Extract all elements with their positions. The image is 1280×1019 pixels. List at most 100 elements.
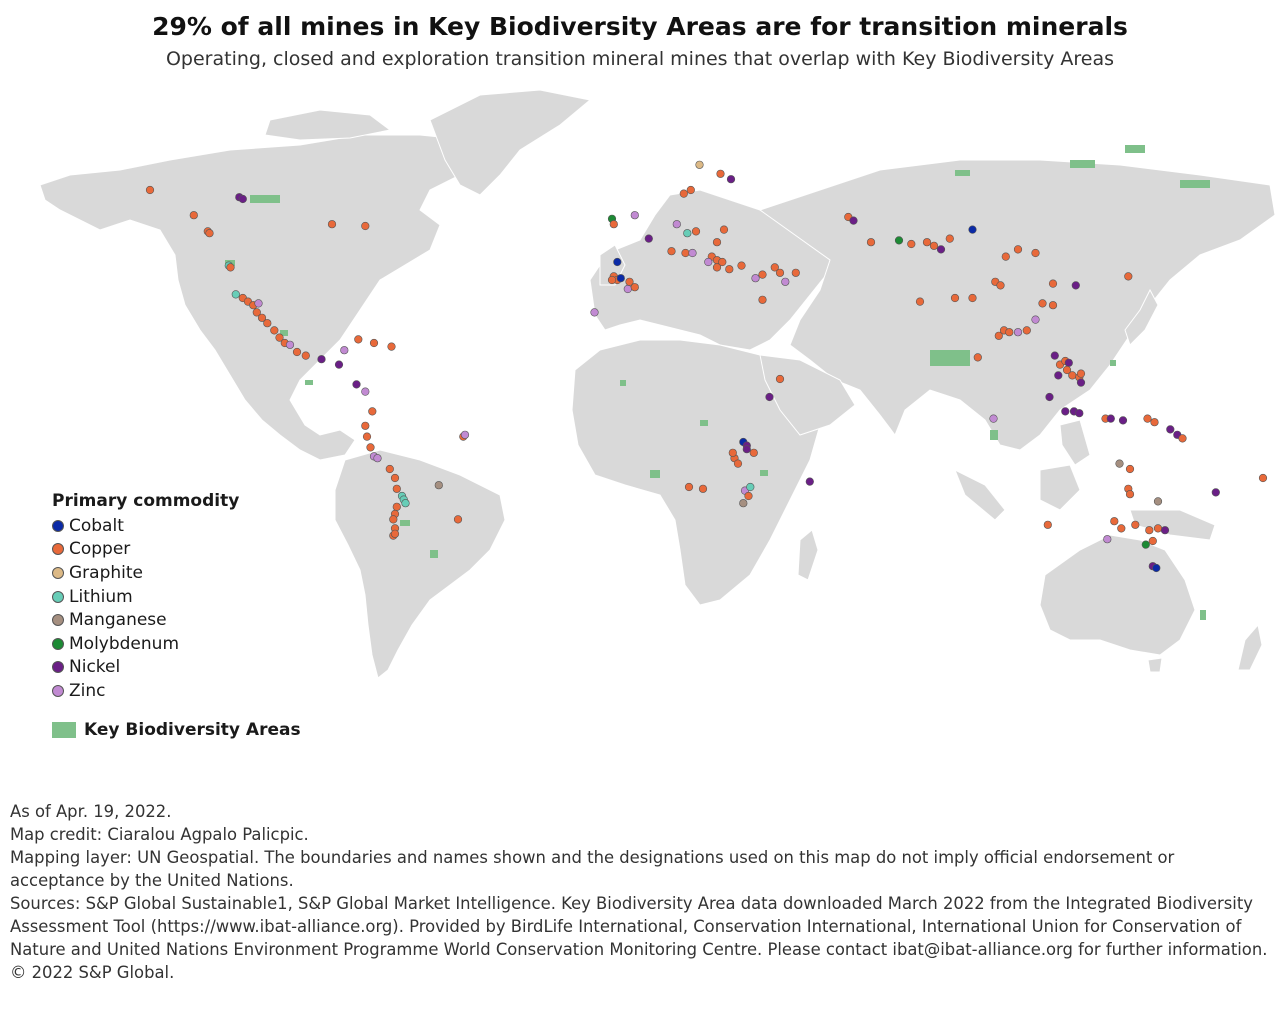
mine-marker-copper bbox=[945, 234, 954, 243]
mine-marker-copper bbox=[679, 189, 688, 198]
landmass-arabia bbox=[759, 354, 856, 436]
footnote-credit: Map credit: Ciaralou Agpalo Palicpic. bbox=[10, 825, 309, 844]
mine-marker-copper bbox=[950, 293, 960, 303]
mine-marker-copper bbox=[716, 169, 725, 178]
legend-label: Copper bbox=[69, 539, 131, 560]
mine-marker-copper bbox=[1125, 464, 1135, 474]
mine-marker-copper bbox=[630, 283, 639, 292]
mine-marker-copper bbox=[607, 275, 617, 285]
mine-marker-copper bbox=[385, 464, 394, 474]
legend-kba: Key Biodiversity Areas bbox=[52, 720, 301, 740]
mine-marker-zinc bbox=[373, 454, 382, 463]
mine-marker-copper bbox=[1258, 473, 1268, 483]
landmass-new-zealand bbox=[1237, 623, 1263, 671]
mine-marker-zinc bbox=[704, 257, 713, 267]
mine-marker-nickel bbox=[1118, 416, 1128, 425]
mine-marker-nickel bbox=[238, 194, 247, 204]
mine-marker-copper bbox=[625, 277, 634, 286]
mine-marker-copper bbox=[1005, 328, 1014, 337]
mine-marker-copper bbox=[1043, 520, 1052, 529]
mine-marker-copper bbox=[1076, 369, 1086, 378]
mine-marker-copper bbox=[728, 448, 737, 457]
mine-marker-nickel bbox=[1166, 425, 1175, 434]
mine-marker-zinc bbox=[630, 211, 639, 220]
legend-item-nickel: Nickel bbox=[52, 656, 301, 680]
legend-label: Lithium bbox=[69, 586, 133, 607]
page-subtitle: Operating, closed and exploration transi… bbox=[165, 48, 1115, 70]
footnote-date: As of Apr. 19, 2022. bbox=[10, 802, 172, 821]
mine-marker-copper bbox=[1068, 371, 1077, 380]
page-title: 29% of all mines in Key Biodiversity Are… bbox=[152, 12, 1128, 41]
mine-marker-lithium bbox=[231, 290, 240, 299]
footnote-mapping-layer: Mapping layer: UN Geospatial. The bounda… bbox=[10, 848, 1180, 890]
legend-dot-manganese bbox=[52, 614, 64, 627]
legend-items: Cobalt Copper Graphite Lithium Manganese Moly… bbox=[52, 514, 301, 703]
mine-marker-copper bbox=[929, 241, 939, 250]
mine-marker-nickel bbox=[1160, 526, 1170, 535]
mine-marker-nickel bbox=[1076, 378, 1086, 387]
mine-marker-copper bbox=[791, 268, 800, 277]
mine-marker-copper bbox=[392, 484, 401, 493]
mine-marker-copper bbox=[1038, 299, 1047, 308]
mine-marker-copper bbox=[719, 225, 729, 234]
mine-marker-copper bbox=[1131, 520, 1140, 529]
mine-marker-manganese bbox=[1115, 459, 1124, 468]
mine-marker-zinc bbox=[781, 277, 790, 286]
mine-marker-zinc bbox=[1103, 535, 1112, 544]
mine-marker-copper bbox=[390, 473, 400, 483]
mine-marker-copper bbox=[698, 484, 708, 493]
kba-swatch bbox=[52, 721, 76, 738]
mine-marker-copper bbox=[368, 407, 377, 416]
mine-marker-copper bbox=[189, 211, 198, 220]
mine-marker-copper bbox=[718, 257, 727, 267]
mine-marker-manganese bbox=[1153, 497, 1163, 506]
landmass-australia bbox=[1039, 534, 1196, 656]
legend-dot-molybdenum bbox=[52, 637, 64, 650]
footnotes: As of Apr. 19, 2022. Map credit: Ciaralo… bbox=[10, 800, 1270, 984]
mine-marker-copper bbox=[301, 351, 310, 360]
mine-marker-zinc bbox=[989, 414, 998, 423]
mine-marker-copper bbox=[1150, 418, 1159, 427]
landmass-africa bbox=[571, 339, 821, 606]
mine-marker-nickel bbox=[849, 216, 858, 225]
landmass-arctic-islands bbox=[264, 109, 392, 141]
mine-marker-zinc bbox=[361, 387, 370, 396]
mine-marker-copper bbox=[775, 268, 785, 277]
mine-marker-graphite bbox=[695, 160, 704, 169]
mine-marker-copper bbox=[362, 432, 372, 441]
mine-marker-copper bbox=[1048, 301, 1058, 310]
footnote-copyright: © 2022 S&P Global. bbox=[10, 963, 175, 982]
mine-marker-copper bbox=[712, 238, 722, 247]
mine-marker-lithium bbox=[683, 229, 692, 238]
mine-marker-copper bbox=[1031, 248, 1040, 258]
mine-marker-copper bbox=[387, 342, 396, 351]
land-layer bbox=[39, 89, 1276, 679]
mine-marker-copper bbox=[1125, 490, 1135, 499]
mine-marker-nickel bbox=[317, 355, 326, 364]
mine-marker-copper bbox=[994, 331, 1003, 340]
mine-marker-copper bbox=[205, 229, 214, 238]
landmass-borneo bbox=[1039, 464, 1081, 511]
mine-marker-copper bbox=[725, 265, 734, 274]
mine-marker-manganese bbox=[739, 499, 748, 508]
mine-marker-nickel bbox=[1211, 488, 1220, 497]
kba-layer bbox=[225, 145, 1210, 620]
mine-marker-nickel bbox=[1075, 409, 1084, 418]
legend-dot-graphite bbox=[52, 566, 64, 579]
mine-marker-copper bbox=[667, 247, 676, 256]
mine-marker-copper bbox=[686, 185, 695, 195]
mine-marker-nickel bbox=[726, 175, 736, 184]
legend-item-manganese: Manganese bbox=[52, 608, 301, 632]
legend-item-cobalt: Cobalt bbox=[52, 514, 301, 538]
mine-marker-copper bbox=[361, 221, 370, 231]
mine-marker-copper bbox=[1110, 517, 1119, 526]
mine-marker-zinc bbox=[1013, 328, 1023, 337]
mine-marker-nickel bbox=[1054, 371, 1063, 380]
mine-marker-copper bbox=[145, 185, 155, 195]
mine-marker-nickel bbox=[765, 392, 774, 402]
footnote-sources: Sources: S&P Global Sustainable1, S&P Gl… bbox=[10, 894, 1268, 959]
mine-marker-zinc bbox=[751, 274, 760, 283]
landmass-tasmania bbox=[1147, 657, 1163, 673]
mine-marker-copper bbox=[968, 293, 977, 303]
mine-marker-copper bbox=[1143, 414, 1152, 423]
